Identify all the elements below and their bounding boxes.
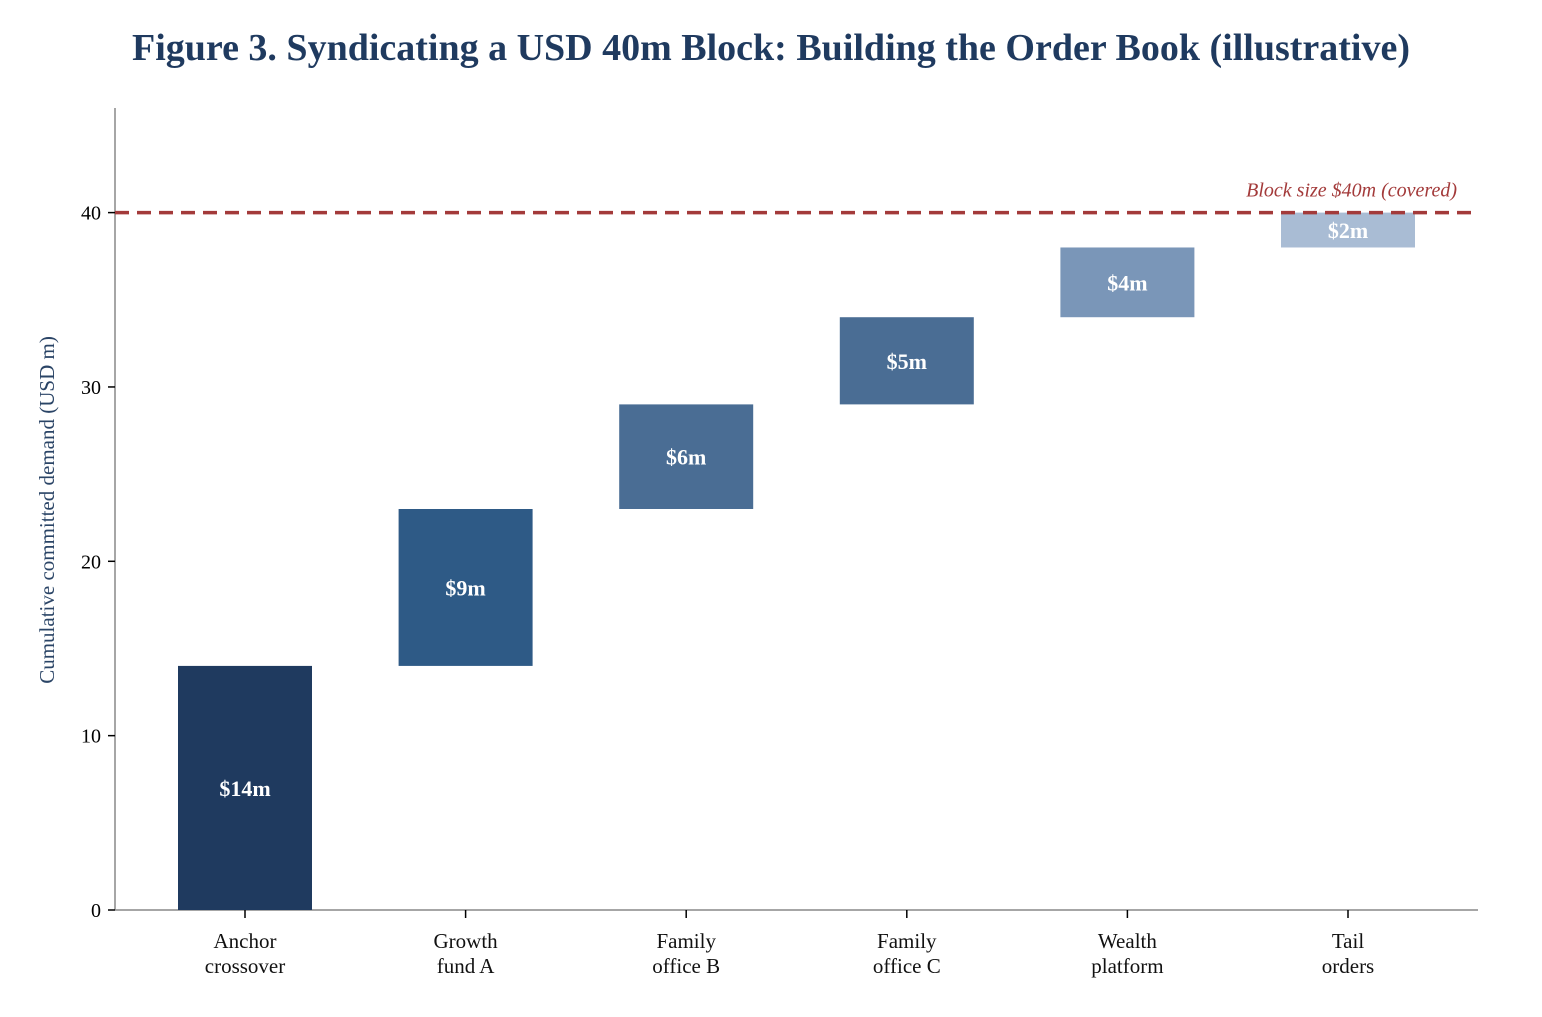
waterfall-bar bbox=[619, 404, 754, 509]
x-tick-label: Family office C bbox=[873, 929, 941, 978]
waterfall-bar bbox=[839, 317, 974, 405]
waterfall-bar bbox=[398, 509, 533, 666]
y-tick-label: 40 bbox=[81, 203, 101, 225]
y-tick-label: 30 bbox=[81, 377, 101, 399]
bar-value-label: $14m bbox=[219, 776, 270, 801]
x-tick-label: Tail orders bbox=[1322, 929, 1374, 978]
x-tick-label: Growth fund A bbox=[434, 929, 499, 978]
bar-value-label: $2m bbox=[1328, 218, 1368, 243]
y-tick-label: 0 bbox=[91, 900, 101, 922]
waterfall-bar bbox=[178, 665, 312, 910]
waterfall-bar bbox=[1060, 247, 1195, 318]
y-tick-label: 10 bbox=[81, 726, 101, 748]
bar-value-label: $6m bbox=[666, 445, 706, 470]
bar-value-label: $9m bbox=[445, 575, 485, 600]
chart-title: Figure 3. Syndicating a USD 40m Block: B… bbox=[131, 27, 1410, 69]
x-tick-label: Wealth platform bbox=[1091, 929, 1163, 978]
y-tick-label: 20 bbox=[81, 551, 101, 573]
x-tick-label: Family office B bbox=[652, 929, 720, 978]
bar-value-label: $4m bbox=[1107, 270, 1147, 295]
y-axis-label: Cumulative committed demand (USD m) bbox=[35, 336, 59, 684]
bar-value-label: $5m bbox=[887, 349, 927, 374]
block-size-reference-label: Block size $40m (covered) bbox=[1246, 180, 1457, 202]
waterfall-bar bbox=[1281, 212, 1415, 248]
x-tick-label: Anchor crossover bbox=[205, 929, 285, 978]
